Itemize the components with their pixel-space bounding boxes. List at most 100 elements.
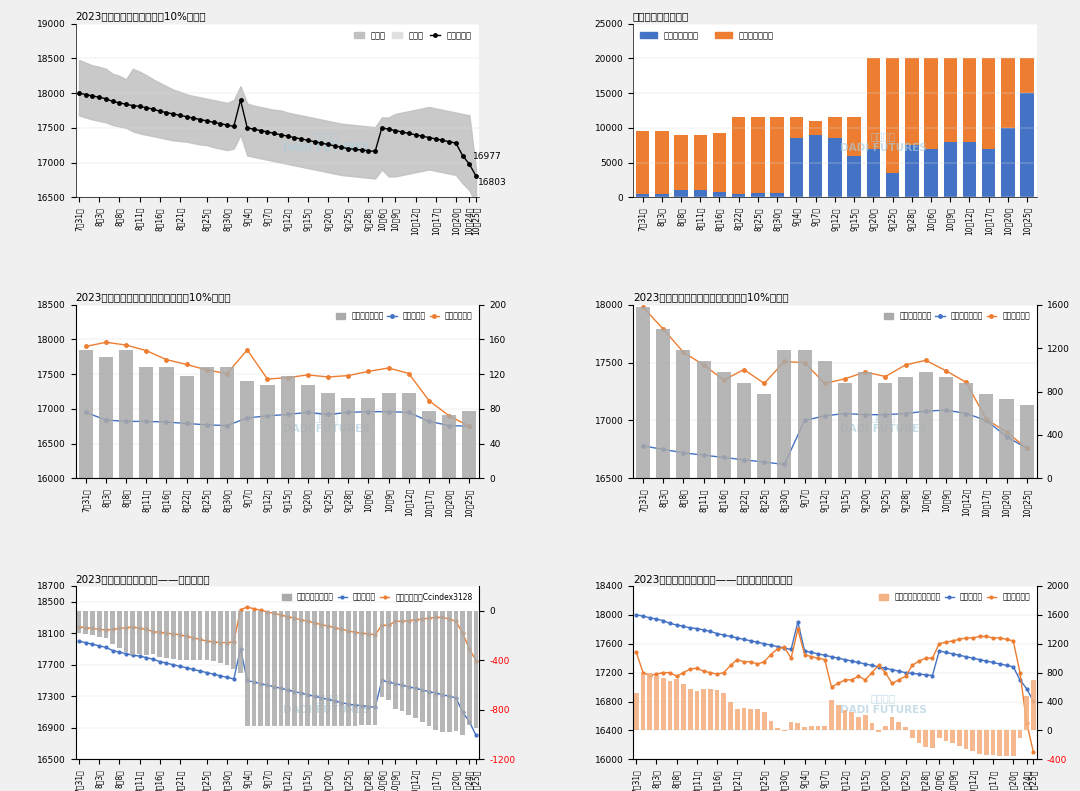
Bar [198, 611, 202, 660]
Bar [838, 383, 852, 479]
Text: 2023年储备抛储成交情况——与现货价差: 2023年储备抛储成交情况——与现货价差 [76, 573, 211, 584]
Text: 2023年储备抛储成交情况（10%抽检）: 2023年储备抛储成交情况（10%抽检） [76, 12, 206, 21]
Bar [406, 611, 411, 715]
Legend: 进口棉加价幅度, 进口棉抛储底价, 进口棉成交价: 进口棉加价幅度, 进口棉抛储底价, 进口棉成交价 [881, 308, 1032, 324]
Bar [905, 146, 918, 197]
Bar [636, 194, 649, 197]
Bar [171, 611, 176, 659]
Bar [681, 684, 686, 730]
Bar [775, 729, 780, 730]
Legend: 最高价, 最低价, 抛储成交价: 最高价, 最低价, 抛储成交价 [350, 28, 475, 44]
Bar [944, 730, 948, 740]
Bar [982, 149, 996, 197]
Bar [1024, 696, 1029, 730]
Bar [422, 411, 436, 479]
Bar [381, 393, 395, 479]
Text: 16977: 16977 [473, 152, 501, 161]
Bar [802, 727, 807, 730]
Bar [400, 611, 404, 711]
Text: 2023年储备抛储成交情况（进口棉，10%抽检）: 2023年储备抛储成交情况（进口棉，10%抽检） [633, 293, 788, 303]
Bar [878, 383, 892, 479]
Bar [212, 611, 216, 661]
Bar [836, 705, 840, 730]
Bar [886, 59, 900, 197]
Bar [110, 611, 114, 644]
Bar [963, 730, 969, 749]
Bar [886, 173, 900, 197]
Bar [387, 611, 391, 700]
Bar [688, 689, 692, 730]
Bar [990, 730, 996, 755]
Bar [393, 611, 397, 709]
Bar [260, 384, 274, 479]
Bar [137, 611, 141, 654]
Bar [809, 134, 822, 197]
Bar [984, 730, 988, 755]
Bar [352, 611, 357, 726]
Bar [848, 117, 861, 197]
Bar [285, 611, 291, 726]
Bar [842, 710, 848, 730]
Bar [447, 611, 451, 732]
Bar [755, 709, 760, 730]
Bar [90, 611, 95, 635]
Bar [333, 611, 337, 726]
Text: 16803: 16803 [478, 178, 507, 187]
Bar [77, 611, 81, 633]
Bar [809, 726, 813, 730]
Bar [950, 730, 955, 744]
Bar [158, 611, 162, 657]
Bar [977, 730, 982, 754]
Bar [634, 693, 638, 730]
Bar [462, 411, 476, 479]
Bar [694, 691, 699, 730]
Bar [177, 611, 183, 660]
Bar [225, 611, 229, 665]
Bar [701, 689, 706, 730]
Bar [828, 117, 841, 197]
Bar [869, 723, 874, 730]
Bar [654, 676, 659, 730]
Bar [185, 611, 189, 660]
Bar [693, 191, 707, 197]
Bar [661, 679, 665, 730]
Text: 大地期货
DADI FUTURES: 大地期货 DADI FUTURES [283, 412, 369, 433]
Bar [319, 611, 324, 726]
Bar [636, 131, 649, 197]
Bar [999, 399, 1013, 479]
Bar [717, 372, 731, 479]
Bar [191, 611, 195, 660]
Bar [218, 611, 222, 663]
Bar [99, 357, 113, 479]
Bar [427, 611, 431, 726]
Bar [104, 611, 108, 638]
Bar [713, 192, 726, 197]
Bar [1011, 730, 1015, 756]
Bar [778, 350, 792, 479]
Bar [944, 59, 957, 197]
Bar [1001, 128, 1015, 197]
Bar [326, 611, 330, 726]
Bar [179, 376, 193, 479]
Bar [732, 194, 745, 197]
Bar [312, 611, 316, 726]
Text: 储备棉挂牌量（吨）: 储备棉挂牌量（吨） [633, 12, 689, 21]
Bar [420, 611, 424, 722]
Bar [829, 700, 834, 730]
Bar [896, 721, 901, 730]
Bar [373, 611, 378, 725]
Bar [998, 730, 1002, 756]
Bar [300, 384, 315, 479]
Bar [822, 726, 827, 730]
Bar [910, 730, 915, 738]
Bar [265, 611, 270, 726]
Bar [433, 611, 438, 729]
Text: 2023年储备抛储成交情况——与期货主力合约价差: 2023年储备抛储成交情况——与期货主力合约价差 [633, 573, 793, 584]
Bar [442, 415, 456, 479]
Bar [204, 611, 210, 660]
Legend: 储备棉与期货主力价差, 抛储成交价, 国内期货主力: 储备棉与期货主力价差, 抛储成交价, 国内期货主力 [876, 589, 1032, 605]
Bar [693, 134, 707, 197]
Bar [815, 726, 821, 730]
Bar [1020, 404, 1034, 479]
Bar [734, 709, 740, 730]
